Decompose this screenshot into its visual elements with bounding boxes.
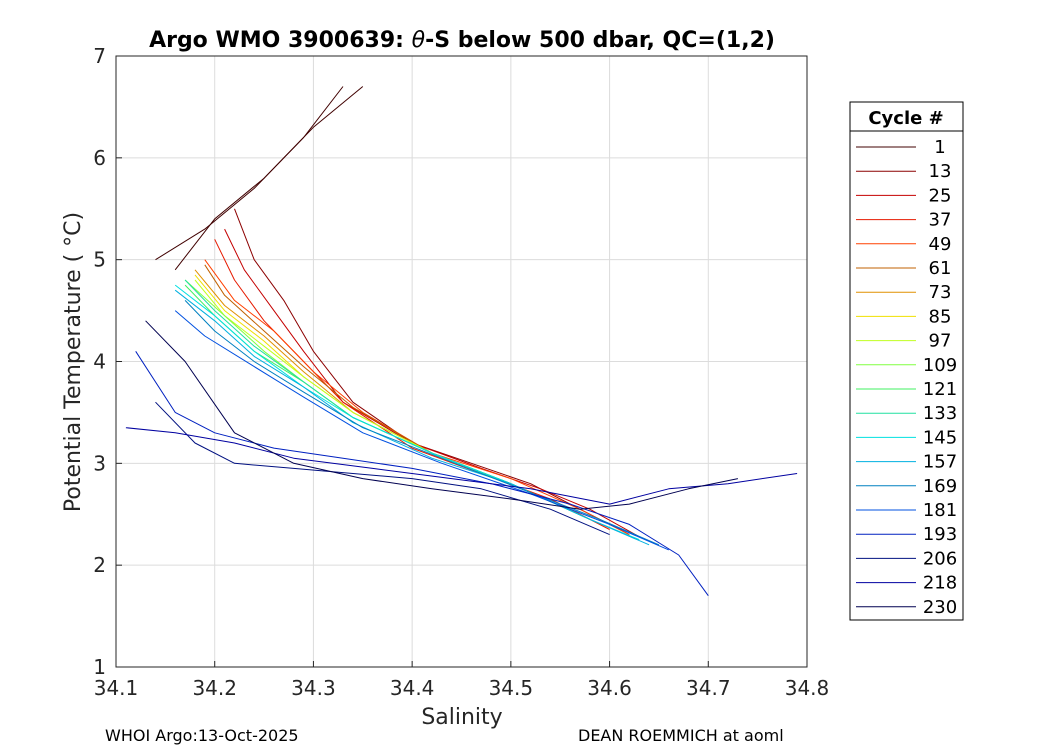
series-line-cycle-193 [135,351,709,596]
legend-label-169: 169 [923,476,957,497]
series-line-cycle-37 [214,239,610,530]
legend-label-121: 121 [923,379,957,400]
footer-left: WHOI Argo:13-Oct-2025 [105,726,299,745]
x-tick-label: 34.8 [785,676,830,700]
legend-label-85: 85 [929,306,952,327]
y-tick-label: 1 [93,655,106,679]
legend-label-61: 61 [929,258,952,279]
legend-label-181: 181 [923,500,957,521]
y-axis-label: Potential Temperature ( °C) [61,212,86,512]
x-tick-label: 34.4 [390,676,435,700]
plot-area: 34.1 34.2 34.3 34.4 34.5 34.6 34.7 34.8 1 2 3 4 5 6 7 [93,44,829,700]
legend-box [849,101,964,621]
chart-title: Argo WMO 3900639: θ-S below 500 dbar, QC… [149,28,775,53]
legend-label-37: 37 [929,210,952,231]
legend-label-193: 193 [923,524,957,545]
x-axis-label: Salinity [421,705,502,730]
series-line-cycle-97 [194,279,433,454]
series-line-cycle-181 [174,310,669,551]
legend-label-133: 133 [923,403,957,424]
series-line-cycle-1b [174,86,364,271]
y-tick-label: 4 [93,350,106,374]
y-tick-label: 3 [93,451,106,475]
legend-label-145: 145 [923,427,957,448]
series-line-cycle-230 [145,320,739,510]
legend-label-218: 218 [923,573,957,594]
legend-items: 1 13 25 37 49 61 73 85 97 109 121 133 145 157 169 181 19… [856,137,957,618]
x-tick-label: 34.5 [489,676,534,700]
legend-label-97: 97 [929,331,952,352]
series-line-cycle-169 [184,300,660,546]
axis-ticks: 34.1 34.2 34.3 34.4 34.5 34.6 34.7 34.8 1 2 3 4 5 6 7 [93,44,829,700]
series-line-cycle-1 [155,86,344,261]
legend-title: Cycle # [868,108,943,129]
x-tick-label: 34.2 [192,676,237,700]
legend-label-49: 49 [929,234,952,255]
series-line-cycle-218 [125,427,798,505]
legend-label-157: 157 [923,452,957,473]
series-line-cycle-13 [234,208,630,536]
series-line-cycle-157 [174,289,650,546]
legend-label-25: 25 [929,185,952,206]
x-tick-label: 34.3 [291,676,336,700]
series-line-cycle-206 [155,401,610,536]
y-tick-label: 6 [93,146,106,170]
y-tick-label: 5 [93,248,106,272]
legend: Cycle # 1 13 25 37 49 61 73 85 97 109 121 133 145 157… [849,101,964,621]
y-tick-label: 2 [93,553,106,577]
legend-label-230: 230 [923,597,957,618]
x-tick-label: 34.7 [686,676,731,700]
legend-label-73: 73 [929,282,952,303]
series-line-cycle-25 [224,228,640,538]
legend-label-1: 1 [934,137,945,158]
x-tick-label: 34.1 [94,676,139,700]
footer-right: DEAN ROEMMICH at aoml [578,726,784,745]
x-tick-label: 34.6 [587,676,632,700]
series-line-cycle-49 [204,259,630,536]
legend-label-206: 206 [923,548,957,569]
y-tick-label: 7 [93,44,106,68]
legend-label-109: 109 [923,355,957,376]
series-layer [125,86,798,596]
legend-label-13: 13 [929,161,952,182]
